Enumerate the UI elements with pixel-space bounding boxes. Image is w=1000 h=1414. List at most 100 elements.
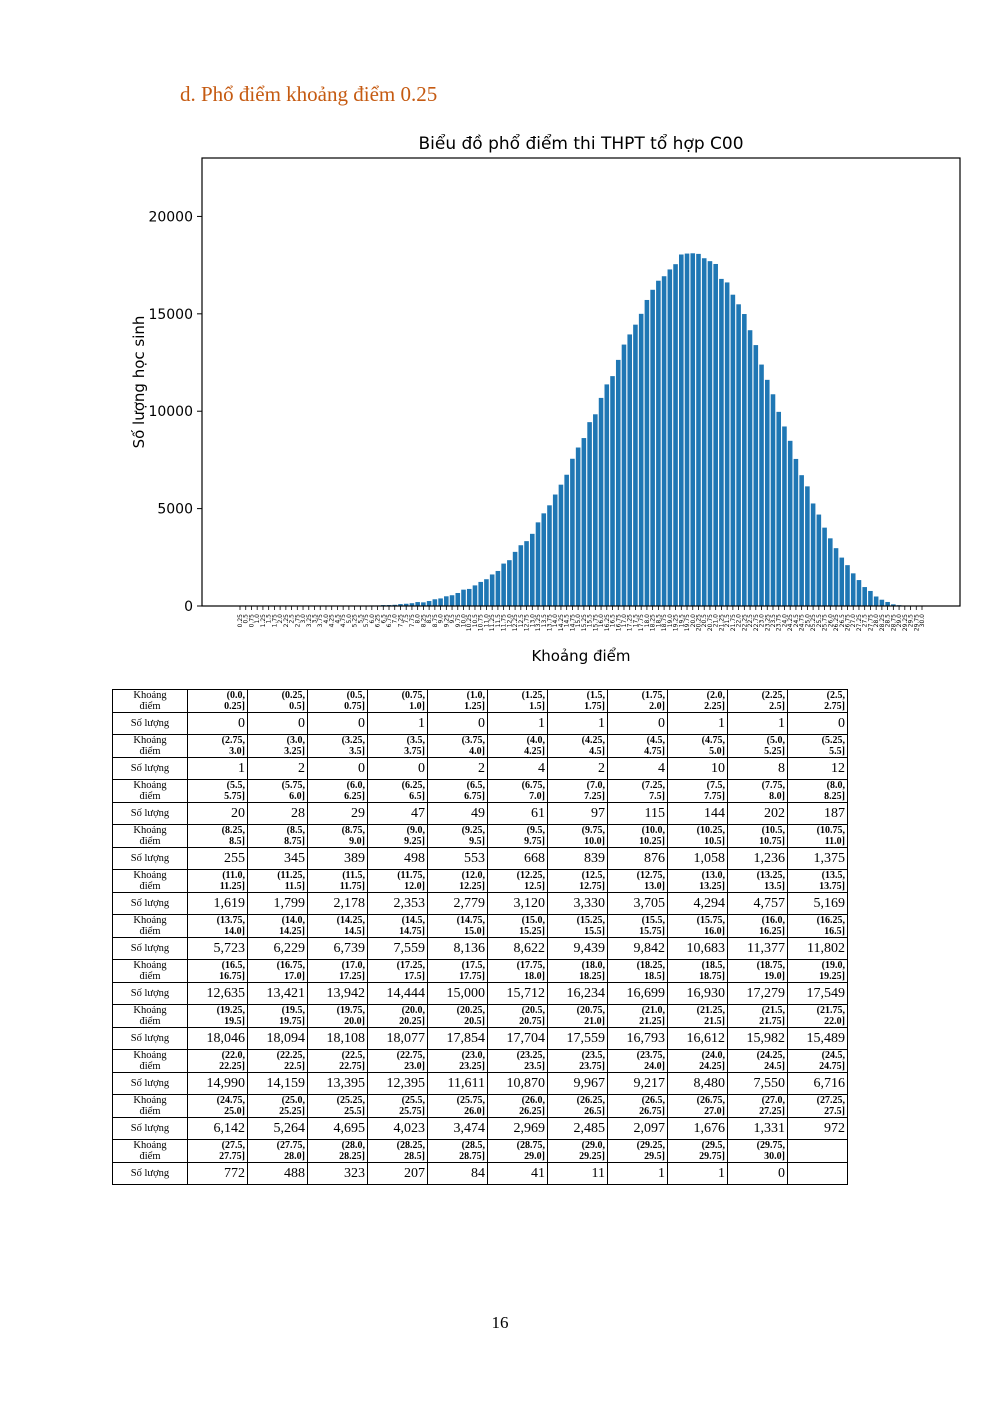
count-cell: 17,854 xyxy=(427,1027,488,1050)
range-cell: (20.0, 20.25] xyxy=(367,1004,428,1028)
count-cell: 18,108 xyxy=(307,1027,368,1050)
x-tick-label: 9.0 xyxy=(438,614,445,624)
range-cell: (3.0, 3.25] xyxy=(247,734,308,758)
count-cell: 2,178 xyxy=(307,892,368,915)
range-cell: (2.25, 2.5] xyxy=(727,689,788,713)
x-tick-label: 0.75 xyxy=(248,614,255,628)
range-cell: (1.5, 1.75] xyxy=(547,689,608,713)
x-tick-label: 29.75 xyxy=(913,614,920,631)
range-cell: (16.5, 16.75] xyxy=(187,959,248,983)
count-cell: 12,395 xyxy=(367,1072,428,1095)
count-cell: 16,234 xyxy=(547,982,608,1005)
x-tick-label: 19.5 xyxy=(678,614,685,628)
x-tick-label: 3.5 xyxy=(312,614,319,624)
x-tick-label: 28.5 xyxy=(885,614,892,628)
count-cell: 4,757 xyxy=(727,892,788,915)
count-cell: 10,683 xyxy=(667,937,728,960)
chart-bar xyxy=(541,513,547,606)
section-heading: d. Phổ điểm khoảng điểm 0.25 xyxy=(180,82,438,106)
range-cell: (20.25, 20.5] xyxy=(427,1004,488,1028)
range-row-label: Khoảng điểm xyxy=(112,914,188,938)
range-cell: (4.25, 4.5] xyxy=(547,734,608,758)
x-tick-label: 20.25 xyxy=(695,614,702,631)
chart-bar xyxy=(661,276,667,606)
x-tick-label: 23.25 xyxy=(764,614,771,631)
x-tick-label: 13.75 xyxy=(546,614,553,631)
count-cell: 15,712 xyxy=(487,982,548,1005)
x-tick-label: 7.25 xyxy=(397,614,404,628)
range-row: Khoảng điểm (5.5, 5.75] (5.75, 6.0] (6.0, 6.25]… xyxy=(112,779,848,803)
x-tick-label: 10.75 xyxy=(478,614,485,631)
range-cell: (7.0, 7.25] xyxy=(547,779,608,803)
x-tick-label: 4.25 xyxy=(329,614,336,628)
range-row: Khoảng điểm (22.0, 22.25] (22.25, 22.5] (22.5,… xyxy=(112,1049,848,1073)
chart-bar xyxy=(656,280,661,606)
count-cell: 8 xyxy=(727,757,788,780)
x-axis-label: Khoảng điểm xyxy=(531,647,630,665)
range-cell: (20.75, 21.0] xyxy=(547,1004,608,1028)
range-cell: (6.5, 6.75] xyxy=(427,779,488,803)
chart-bar xyxy=(845,565,850,606)
range-cell: (17.0, 17.25] xyxy=(307,959,368,983)
range-cell: (0.25, 0.5] xyxy=(247,689,308,713)
range-cell: (14.5, 14.75] xyxy=(367,914,428,938)
chart-bar xyxy=(627,334,632,606)
x-tick-label: 27.0 xyxy=(850,614,857,628)
count-cell: 49 xyxy=(427,802,488,825)
x-tick-label: 21.5 xyxy=(724,614,731,628)
range-cell: (2.5, 2.75] xyxy=(787,689,848,713)
x-tick-label: 5.75 xyxy=(363,614,370,628)
count-cell: 1,619 xyxy=(187,892,248,915)
count-cell: 14,444 xyxy=(367,982,428,1005)
count-cell: 3,330 xyxy=(547,892,608,915)
chart-bar xyxy=(816,514,822,606)
range-cell: (6.25, 6.5] xyxy=(367,779,428,803)
chart-bar xyxy=(638,313,644,606)
x-tick-label: 30.0 xyxy=(919,614,926,628)
chart-bar xyxy=(742,314,747,606)
x-tick-label: 2.25 xyxy=(283,614,290,628)
x-tick-label: 12.25 xyxy=(512,614,519,631)
range-row: Khoảng điểm (16.5, 16.75] (16.75, 17.0] (17.0,… xyxy=(112,959,848,983)
count-cell: 5,169 xyxy=(787,892,848,915)
count-cell: 2 xyxy=(247,757,308,780)
x-tick-label: 3.25 xyxy=(306,614,313,628)
x-tick-label: 26.5 xyxy=(839,614,846,628)
x-tick-label: 6.75 xyxy=(386,614,393,628)
range-cell: (9.0, 9.25] xyxy=(367,824,428,848)
count-cell: 20 xyxy=(187,802,248,825)
count-cell: 1 xyxy=(367,712,428,735)
count-cell xyxy=(787,1162,848,1185)
range-cell: (1.25, 1.5] xyxy=(487,689,548,713)
range-cell: (18.75, 19.0] xyxy=(727,959,788,983)
count-row-label: Số lượng xyxy=(112,1027,188,1050)
chart-bar xyxy=(822,527,827,606)
chart-bar xyxy=(667,269,673,606)
x-tick-label: 16.25 xyxy=(604,614,611,631)
range-cell: (3.25, 3.5] xyxy=(307,734,368,758)
x-tick-label: 28.25 xyxy=(879,614,886,631)
chart-bar xyxy=(719,278,724,606)
x-tick-label: 11.0 xyxy=(483,614,490,628)
chart-bar xyxy=(759,364,764,606)
range-cell: (9.25, 9.5] xyxy=(427,824,488,848)
chart-bar xyxy=(489,574,495,606)
chart-bar xyxy=(747,330,753,606)
range-cell: (18.0, 18.25] xyxy=(547,959,608,983)
x-tick-label: 22.0 xyxy=(736,614,743,628)
range-cell: (28.0, 28.25] xyxy=(307,1139,368,1163)
count-cell: 2,097 xyxy=(607,1117,668,1140)
count-cell: 553 xyxy=(427,847,488,870)
count-cell: 47 xyxy=(367,802,428,825)
y-tick-label: 5000 xyxy=(157,502,193,518)
x-tick-label: 15.5 xyxy=(587,614,594,628)
x-tick-label: 29.0 xyxy=(896,614,903,628)
range-cell: (21.75, 22.0] xyxy=(787,1004,848,1028)
count-cell: 4 xyxy=(607,757,668,780)
x-tick-label: 13.0 xyxy=(529,614,536,628)
range-row: Khoảng điểm (2.75, 3.0] (3.0, 3.25] (3.25, 3.5]… xyxy=(112,734,848,758)
range-cell: (23.0, 23.25] xyxy=(427,1049,488,1073)
chart-bar xyxy=(598,397,604,606)
x-tick-label: 11.5 xyxy=(495,614,502,628)
x-tick-label: 17.0 xyxy=(621,614,628,628)
